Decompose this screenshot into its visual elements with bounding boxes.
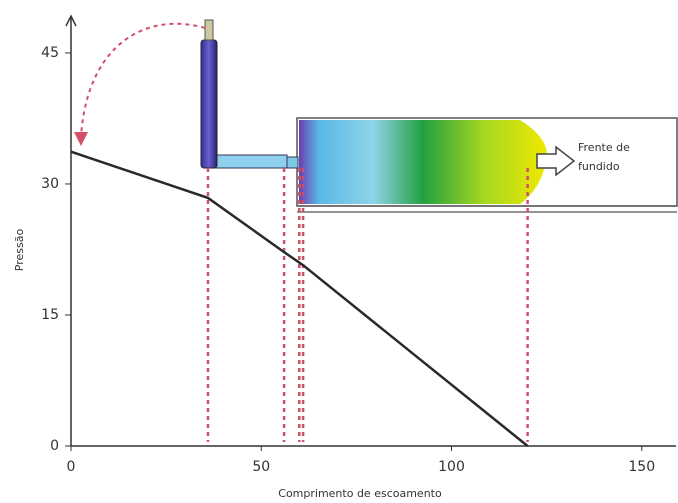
x-tick-label: 0 — [67, 459, 76, 475]
mold-illustration — [74, 19, 678, 213]
y-axis-label: Pressão — [13, 229, 26, 272]
x-axis-label: Comprimento de escoamento — [278, 487, 442, 500]
x-tick-label: 150 — [628, 459, 655, 475]
y-tick-label: 15 — [41, 307, 59, 323]
y-tick-label: 0 — [50, 438, 59, 454]
x-tick-label: 50 — [252, 459, 270, 475]
annotation: fundido — [578, 160, 620, 173]
y-tick-label: 30 — [41, 176, 59, 192]
x-tick-label: 100 — [438, 459, 465, 475]
pressure-line — [70, 150, 529, 447]
annotation: Frente de — [578, 141, 630, 154]
y-axis-arrow — [65, 14, 77, 27]
y-tick-label: 45 — [41, 45, 59, 61]
